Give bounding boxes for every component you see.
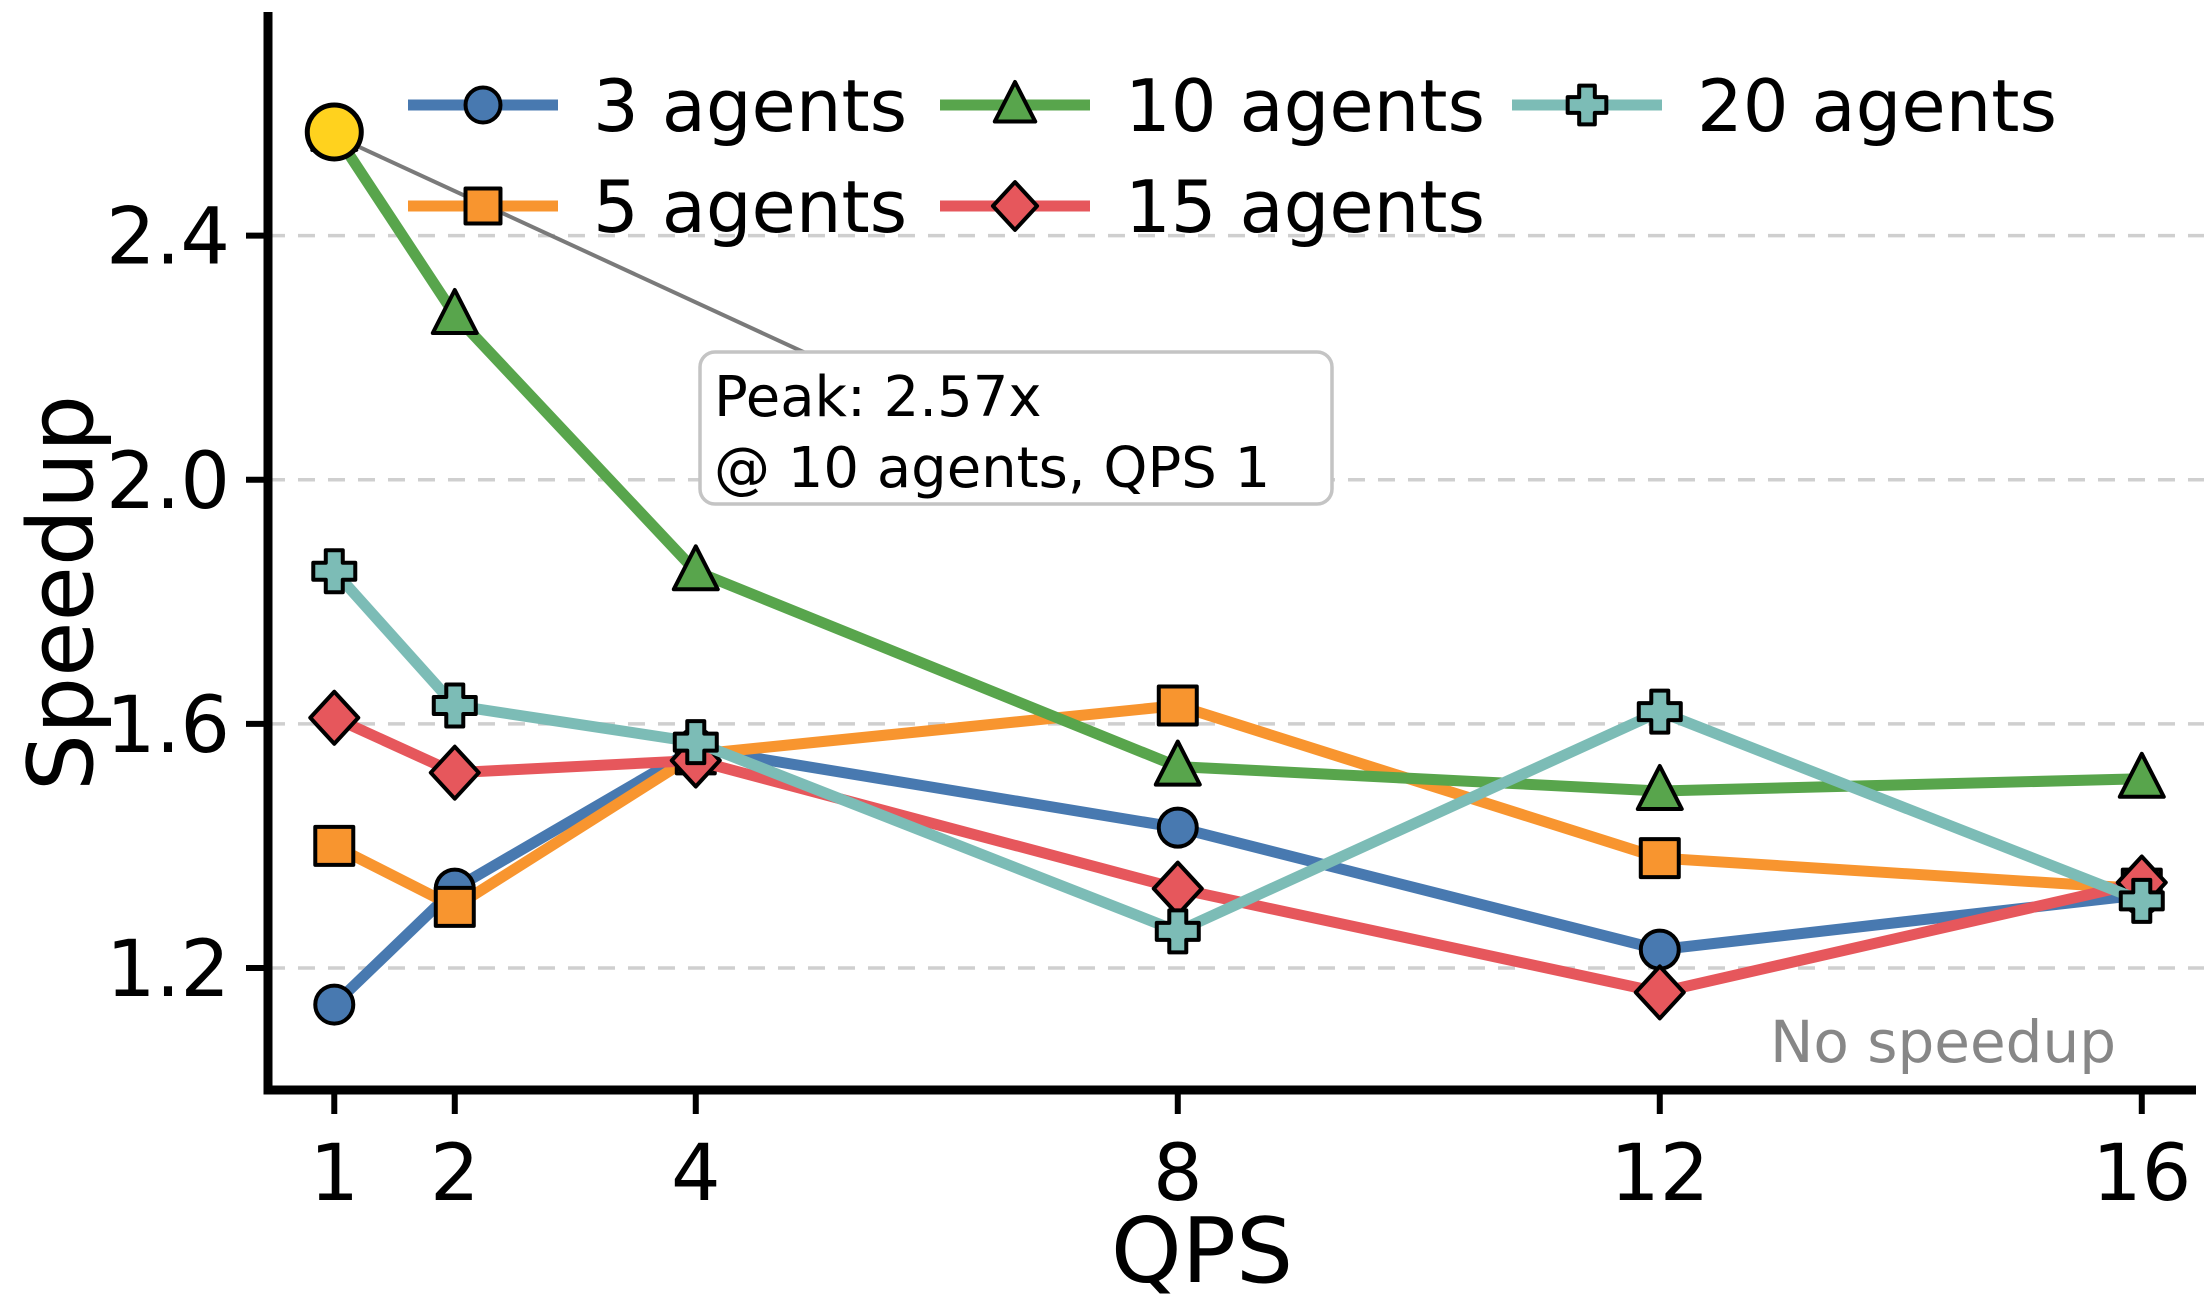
plus-glyph (311, 548, 358, 595)
legend-item-20-agents: 20 agents (1512, 64, 2057, 148)
plus-glyph (2118, 877, 2165, 924)
square-glyph (313, 824, 356, 867)
circle-glyph (463, 85, 503, 125)
diamond-glyph (990, 180, 1040, 232)
triangle-glyph (1635, 763, 1684, 811)
annotation-leader-line (347, 140, 813, 358)
line-15-agents (328, 712, 2148, 998)
x-tick-label-8: 8 (1153, 1129, 1203, 1219)
y-tick-label-2.4: 2.4 (106, 193, 230, 283)
circle-glyph (1638, 928, 1681, 971)
x-tick-label-12: 12 (1610, 1129, 1709, 1219)
marker-20-agents-qps-2 (431, 682, 478, 729)
marker-5-agents-qps-2 (433, 885, 476, 928)
marker-5-agents-qps-12 (1638, 837, 1681, 880)
marker-15-agents-qps-1 (308, 689, 361, 746)
axes: 1.2 1.6 2.0 2.4 1 2 4 8 12 16 (106, 12, 2196, 1219)
x-tick-label-2: 2 (430, 1129, 480, 1219)
circle-glyph (1156, 806, 1199, 849)
square-glyph (433, 885, 476, 928)
marker-15-agents-qps-8 (1151, 860, 1204, 917)
marker-20-agents-qps-12 (1636, 688, 1683, 735)
circle-glyph (313, 983, 356, 1026)
legend: 3 agents 5 agents 10 agents 15 agents 20 age… (408, 64, 2057, 249)
line-20-agents (328, 565, 2148, 937)
marker-20-agents-qps-1 (311, 548, 358, 595)
marker-15-agents-qps-12 (1633, 964, 1686, 1021)
plus-glyph (1154, 908, 1201, 955)
peak-marker-circle (304, 102, 364, 162)
legend-item-5-agents: 5 agents (408, 165, 907, 249)
x-tick-label-4: 4 (671, 1129, 721, 1219)
square-glyph (463, 186, 503, 226)
legend-label: 5 agents (593, 165, 907, 249)
marker-3-agents-qps-8 (1156, 806, 1199, 849)
marker-3-agents-qps-1 (313, 983, 356, 1026)
diamond-glyph (308, 689, 361, 746)
marker-3-agents-qps-12 (1638, 928, 1681, 971)
marker-20-agents-qps-16 (2118, 877, 2165, 924)
square-glyph (1638, 837, 1681, 880)
peak-highlight-marker (304, 102, 364, 162)
diamond-glyph (428, 744, 481, 801)
y-axis-label: Speedup (9, 395, 114, 791)
x-tick-label-1: 1 (309, 1129, 359, 1219)
annotation-box: Peak: 2.57x@ 10 agents, QPS 1 (698, 350, 1334, 506)
legend-marker-circle (463, 85, 503, 125)
x-tick-label-16: 16 (2092, 1129, 2191, 1219)
triangle-glyph (671, 544, 720, 592)
legend-item-3-agents: 3 agents (408, 64, 907, 148)
diamond-glyph (1633, 964, 1686, 1021)
legend-marker-diamond (990, 180, 1040, 232)
triangle-glyph (992, 79, 1038, 124)
marker-10-agents-qps-2 (430, 288, 479, 336)
marker-10-agents-qps-8 (1153, 739, 1202, 787)
annotation-text-line1: Peak: 2.57x (714, 365, 1041, 430)
annotation-text-line2: @ 10 agents, QPS 1 (714, 436, 1270, 501)
line-5-agents (328, 700, 2148, 913)
legend-label: 15 agents (1125, 165, 1485, 249)
plus-glyph (672, 719, 719, 766)
y-tick-label-1.6: 1.6 (106, 681, 230, 771)
marker-15-agents-qps-2 (428, 744, 481, 801)
plus-glyph (1636, 688, 1683, 735)
legend-item-10-agents: 10 agents (940, 64, 1485, 148)
marker-10-agents-qps-4 (671, 544, 720, 592)
x-axis-label: QPS (1111, 1199, 1293, 1304)
legend-marker-triangle (992, 79, 1038, 124)
marker-10-agents-qps-12 (1635, 763, 1684, 811)
legend-marker-square (463, 186, 503, 226)
triangle-glyph (430, 288, 479, 336)
no-speedup-label: No speedup (1770, 1008, 2116, 1076)
marker-5-agents-qps-1 (313, 824, 356, 867)
gridlines (268, 233, 2204, 970)
legend-label: 20 agents (1697, 64, 2057, 148)
annotation-box-rect (698, 350, 1334, 506)
legend-label: 10 agents (1125, 64, 1485, 148)
marker-20-agents-qps-4 (672, 719, 719, 766)
line-10-agents (328, 126, 2148, 797)
legend-item-15-agents: 15 agents (940, 165, 1485, 249)
square-glyph (1156, 684, 1199, 727)
legend-label: 3 agents (593, 64, 907, 148)
marker-10-agents-qps-16 (2117, 751, 2166, 799)
y-tick-label-1.2: 1.2 (106, 925, 230, 1015)
marker-20-agents-qps-8 (1154, 908, 1201, 955)
plus-glyph (431, 682, 478, 729)
triangle-glyph (1153, 739, 1202, 787)
diamond-glyph (1151, 860, 1204, 917)
y-tick-label-2.0: 2.0 (106, 437, 230, 527)
legend-marker-plus (1565, 83, 1609, 127)
triangle-glyph (2117, 751, 2166, 799)
series-20-agents (311, 548, 2165, 955)
plus-glyph (1565, 83, 1609, 127)
marker-5-agents-qps-8 (1156, 684, 1199, 727)
